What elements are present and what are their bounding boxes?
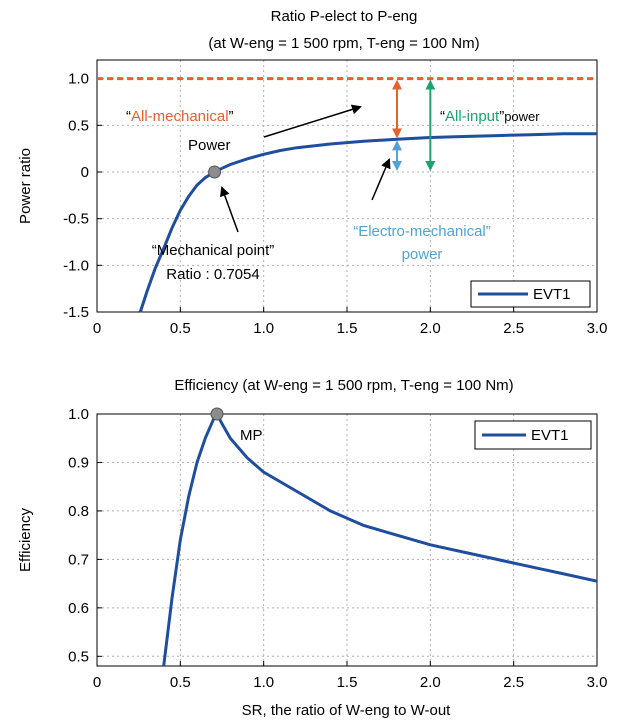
chart2-mp-label: MP xyxy=(240,427,263,444)
chart1-x-tick-label: 2.0 xyxy=(420,320,441,337)
arrow-to-mechanical-point xyxy=(220,186,239,233)
annotation-all-mechanical-open-quote: “ xyxy=(126,108,131,125)
chart1-legend: EVT1 xyxy=(470,280,591,308)
chart2-y-tick-label: 0.8 xyxy=(68,503,89,520)
annotation-mechanical-point-line1: “Mechanical point” xyxy=(152,242,275,259)
chart2-y-tick-label: 1.0 xyxy=(68,406,89,423)
chart2-grid xyxy=(96,413,598,666)
chart1-mechanical-point-marker xyxy=(208,165,222,179)
chart1-y-axis-label: Power ratio xyxy=(17,148,34,224)
chart1-y-tick-label: 1.0 xyxy=(68,71,89,88)
chart2-x-tick-label: 2.0 xyxy=(420,674,441,691)
chart2-title: Efficiency (at W-eng = 1 500 rpm, T-eng … xyxy=(174,377,513,394)
chart2-y-tick-label: 0.7 xyxy=(68,551,89,568)
chart2-ticks: 0 0.5 1.0 1.5 2.0 2.5 3.01.00.90.80.70.60.5 xyxy=(68,406,607,691)
annotation-power: Power xyxy=(188,137,231,154)
chart2-x-tick-label: 0.5 xyxy=(170,674,191,691)
chart1-legend-label: EVT1 xyxy=(533,286,571,303)
chart1-title-line2: (at W-eng = 1 500 rpm, T-eng = 100 Nm) xyxy=(208,35,479,52)
chart1-x-tick-label: 2.5 xyxy=(503,320,524,337)
chart1-x-tick-label: 3.0 xyxy=(587,320,608,337)
chart1-x-tick-label: 1.5 xyxy=(337,320,358,337)
chart2-x-tick-label: 3.0 xyxy=(587,674,608,691)
chart2-series-evt1-line xyxy=(162,411,598,667)
efficiency-chart: Efficiency (at W-eng = 1 500 rpm, T-eng … xyxy=(17,377,607,719)
annotation-all-mechanical-text: All-mechanical xyxy=(131,108,229,125)
annotation-all-input: “All-input”power xyxy=(440,108,540,125)
chart1-x-tick-label: 1.0 xyxy=(253,320,274,337)
annotation-all-mechanical: “All-mechanical” xyxy=(126,108,234,125)
annotation-all-input-text: All-input xyxy=(445,108,500,125)
chart1-y-tick-label: 0 xyxy=(81,164,89,181)
chart1-x-tick-label: 0.5 xyxy=(170,320,191,337)
chart2-legend-label: EVT1 xyxy=(531,427,569,444)
chart1-grid xyxy=(96,60,598,313)
chart1-title-line1: Ratio P-elect to P-eng xyxy=(271,8,418,25)
chart1-y-tick-label: -0.5 xyxy=(63,211,89,228)
chart1-y-tick-label: -1.5 xyxy=(63,304,89,321)
chart1-y-tick-label: -1.0 xyxy=(63,257,89,274)
chart2-y-tick-label: 0.5 xyxy=(68,648,89,665)
annotation-electro-mechanical-line1: “Electro-mechanical” xyxy=(353,223,491,240)
arrow-to-curve xyxy=(371,158,391,201)
chart2-y-tick-label: 0.6 xyxy=(68,600,89,617)
annotation-all-input-close-quote: ” xyxy=(499,108,504,125)
chart1-y-tick-label: 0.5 xyxy=(68,117,89,134)
chart1-ticks: 0 0.5 1.0 1.5 2.0 2.5 3.0 1.0 0.5 0 -0.5 -1.0 -1.5 xyxy=(63,71,607,337)
chart2-x-tick-label: 1.5 xyxy=(337,674,358,691)
annotation-all-input-open-quote: “ xyxy=(440,108,445,125)
chart1-x-tick-label: 0 xyxy=(93,320,101,337)
chart2-x-tick-label: 1.0 xyxy=(253,674,274,691)
arrow-to-reference-line xyxy=(263,104,362,138)
chart2-x-tick-label: 2.5 xyxy=(503,674,524,691)
chart2-legend: EVT1 xyxy=(474,420,592,450)
chart2-x-tick-label: 0 xyxy=(93,674,101,691)
annotation-mechanical-point-line2: Ratio : 0.7054 xyxy=(166,266,259,283)
chart1-series-evt1-line xyxy=(138,132,597,313)
chart2-y-axis-label: Efficiency xyxy=(17,508,34,572)
chart2-mp-marker xyxy=(210,407,224,421)
chart2-x-axis-label: SR, the ratio of W-eng to W-out xyxy=(242,702,452,719)
chart2-y-tick-label: 0.9 xyxy=(68,454,89,471)
annotation-all-mechanical-close-quote: ” xyxy=(229,108,234,125)
annotation-electro-mechanical-line2: power xyxy=(402,246,443,263)
power-ratio-chart: Ratio P-elect to P-eng (at W-eng = 1 500… xyxy=(17,8,607,337)
annotation-all-input-power: power xyxy=(504,109,540,124)
